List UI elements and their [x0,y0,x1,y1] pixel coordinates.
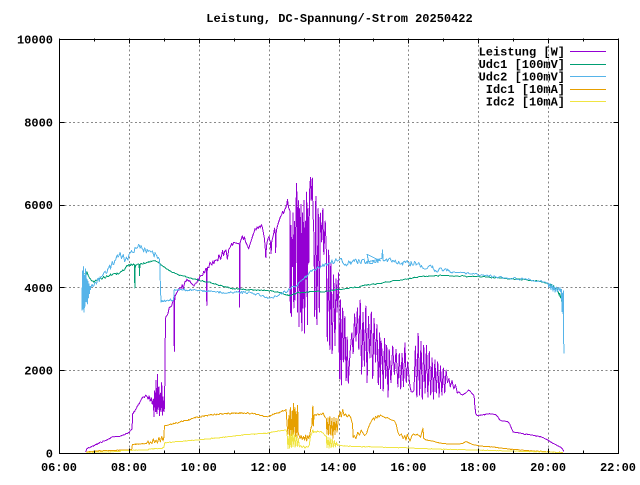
svg-text:8000: 8000 [24,116,53,130]
svg-text:2000: 2000 [24,365,53,379]
svg-text:16:00: 16:00 [390,461,426,475]
svg-text:Idc2 [10mA]: Idc2 [10mA] [486,96,565,110]
svg-text:22:00: 22:00 [600,461,636,475]
svg-text:Leistung [W]: Leistung [W] [479,46,565,60]
svg-text:10:00: 10:00 [181,461,217,475]
svg-text:20:00: 20:00 [530,461,566,475]
svg-text:Idc1 [10mA]: Idc1 [10mA] [486,83,565,97]
svg-text:18:00: 18:00 [460,461,496,475]
svg-text:06:00: 06:00 [41,461,77,475]
svg-text:4000: 4000 [24,282,53,296]
svg-text:Leistung, DC-Spannung/-Strom 2: Leistung, DC-Spannung/-Strom 20250422 [206,12,472,26]
svg-text:12:00: 12:00 [251,461,287,475]
svg-text:6000: 6000 [24,199,53,213]
svg-text:Udc2 [100mV]: Udc2 [100mV] [479,71,565,85]
svg-text:08:00: 08:00 [111,461,147,475]
svg-text:Udc1 [100mV]: Udc1 [100mV] [479,58,565,72]
svg-text:0: 0 [46,448,53,462]
svg-text:10000: 10000 [17,34,53,48]
svg-text:14:00: 14:00 [320,461,356,475]
